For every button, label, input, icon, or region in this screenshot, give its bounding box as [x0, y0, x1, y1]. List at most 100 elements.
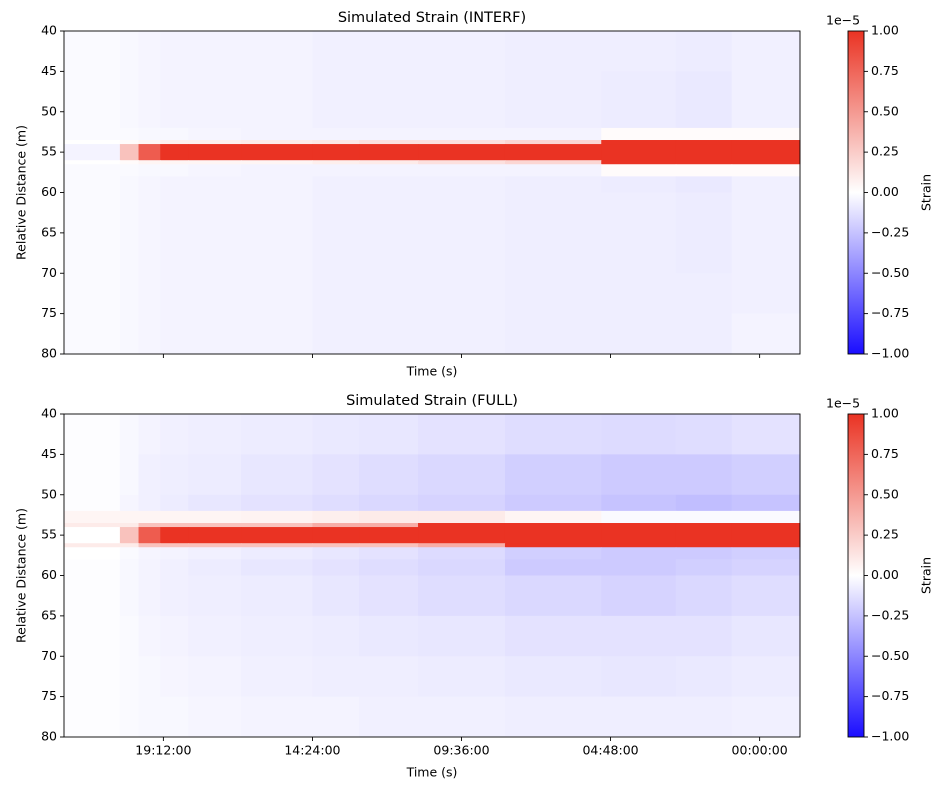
heatmap-cell [188, 494, 242, 512]
y-tick-label: 80 [41, 729, 57, 744]
heatmap-cell [675, 543, 733, 548]
heatmap-cell [119, 71, 140, 113]
heatmap-cell [731, 696, 801, 738]
heatmap-cell [119, 31, 140, 72]
heatmap-cell [731, 527, 801, 544]
heatmap-cell [138, 414, 161, 455]
heatmap-cell [601, 523, 677, 528]
heatmap-cell [504, 523, 602, 528]
y-tick-label: 40 [41, 406, 57, 421]
heatmap-cell [731, 523, 801, 528]
heatmap-cell [504, 160, 602, 165]
heatmap-cell [601, 176, 677, 193]
heatmap-cell [418, 313, 506, 355]
heatmap-cell [675, 527, 733, 544]
colorbar-tick-label: 1.00 [871, 406, 899, 421]
heatmap-cell [312, 615, 360, 657]
heatmap-cell [504, 232, 602, 274]
heatmap-cell [188, 164, 242, 177]
heatmap-cell [312, 31, 360, 72]
heatmap-cell [731, 547, 801, 560]
heatmap-cell [160, 615, 189, 657]
heatmap-cell [675, 656, 733, 698]
heatmap-cell [241, 543, 313, 548]
heatmap-cell [160, 140, 189, 145]
heatmap-cell [418, 494, 506, 512]
heatmap-cell [64, 176, 121, 193]
heatmap-cell [160, 111, 189, 129]
colorbar-tick-label: −0.75 [871, 688, 909, 703]
heatmap-cell [504, 494, 602, 512]
heatmap-cell [64, 615, 121, 657]
heatmap-cell [504, 127, 602, 141]
heatmap-cell [160, 71, 189, 113]
heatmap-cell [418, 164, 506, 177]
heatmap-cell [138, 527, 161, 544]
heatmap-cell [504, 559, 602, 576]
heatmap-cell [241, 31, 313, 72]
heatmap-cell [601, 313, 677, 355]
heatmap-cell [188, 140, 242, 145]
y-tick-label: 80 [41, 346, 57, 361]
heatmap-cell [64, 414, 121, 455]
colorbar-tick-label: −1.00 [871, 346, 909, 361]
colorbar-tick-label: −0.50 [871, 648, 909, 663]
heatmap-cell [241, 547, 313, 560]
heatmap-cell [601, 144, 677, 161]
heatmap-cell [601, 273, 677, 315]
heatmap-cell [64, 523, 121, 528]
heatmap-cell [359, 615, 419, 657]
heatmap-cell [188, 414, 242, 455]
heatmap-cell [601, 164, 677, 177]
heatmap-cell [241, 144, 313, 161]
x-tick-label: 19:12:00 [135, 743, 191, 758]
heatmap-cell [504, 615, 602, 657]
heatmap-cell [188, 176, 242, 193]
heatmap-cell [675, 176, 733, 193]
heatmap-cell [138, 543, 161, 548]
heatmap-cell [241, 696, 313, 738]
x-axis-label: Time (s) [406, 765, 458, 780]
heatmap-cell [675, 140, 733, 145]
heatmap-cell [119, 559, 140, 576]
heatmap-cell [418, 575, 506, 617]
heatmap-cell [418, 696, 506, 738]
heatmap-cell [119, 111, 140, 129]
heatmap-cell [188, 575, 242, 617]
heatmap-cell [601, 575, 677, 617]
heatmap-cell [160, 414, 189, 455]
heatmap-cell [359, 164, 419, 177]
heatmap-cell [601, 527, 677, 544]
heatmap-cell [241, 232, 313, 274]
heatmap-cell [504, 71, 602, 113]
heatmap-cell [160, 160, 189, 165]
heatmap-cell [504, 575, 602, 617]
heatmap-cell [312, 164, 360, 177]
heatmap-cell [241, 656, 313, 698]
heatmap-cell [359, 696, 419, 738]
heatmap-cell [188, 454, 242, 496]
heatmap-cell [160, 454, 189, 496]
heatmap-cell [675, 313, 733, 355]
heatmap-cell [312, 575, 360, 617]
heatmap-cell [312, 273, 360, 315]
heatmap-cell [312, 414, 360, 455]
heatmap-cell [64, 494, 121, 512]
heatmap-cell [160, 547, 189, 560]
heatmap-cell [138, 127, 161, 141]
y-tick-label: 75 [41, 688, 57, 703]
heatmap-cell [160, 510, 189, 524]
y-tick-label: 60 [41, 184, 57, 199]
heatmap-cell [504, 313, 602, 355]
heatmap-cell [359, 523, 419, 528]
heatmap-cell [359, 510, 419, 524]
heatmap-cell [119, 696, 140, 738]
heatmap-cell [504, 273, 602, 315]
heatmap-cell [64, 232, 121, 274]
heatmap-cell [418, 523, 506, 528]
heatmap-cell [188, 192, 242, 234]
heatmap-cell [359, 656, 419, 698]
heatmap-cell [119, 527, 140, 544]
colorbar-tick-label: 0.25 [871, 144, 899, 159]
heatmap-cell [504, 192, 602, 234]
